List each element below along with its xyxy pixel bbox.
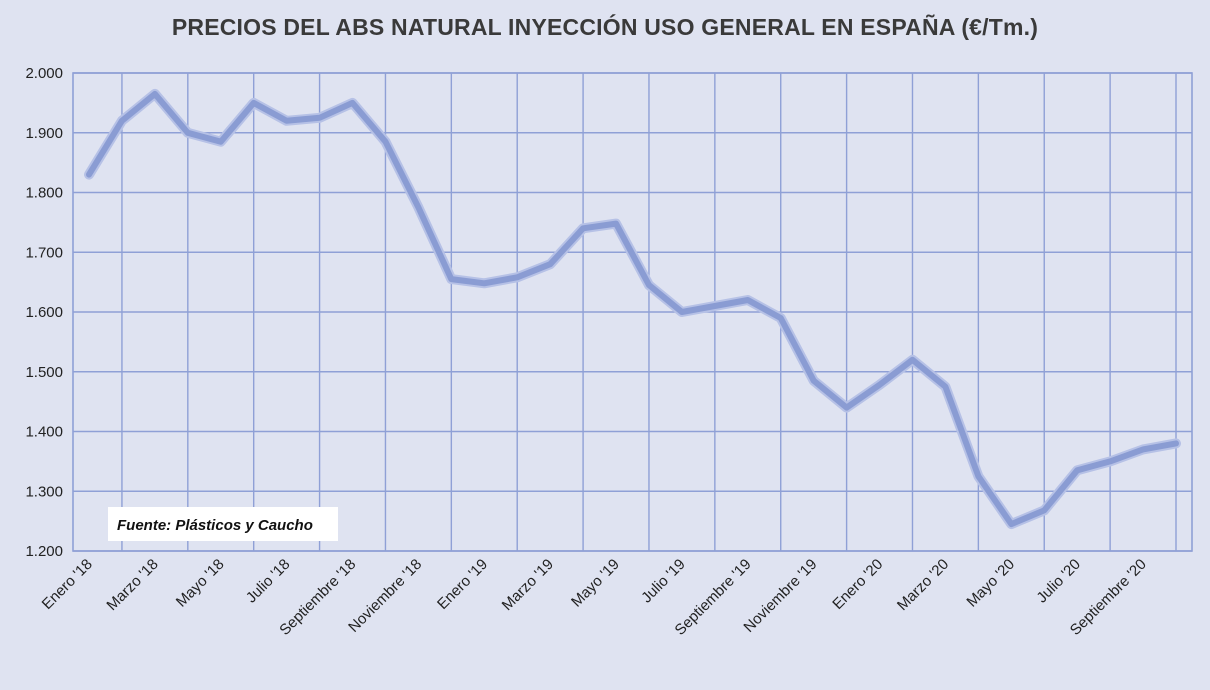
y-tick-label: 1.400 [25, 424, 63, 441]
plot-border [72, 72, 1193, 552]
x-tick-label: Mayo '19 [568, 556, 623, 611]
x-tick-label: Enero '19 [434, 556, 491, 613]
x-tick-label: Mayo '18 [173, 556, 228, 611]
y-tick-label: 1.300 [25, 483, 63, 500]
y-tick-label: 1.600 [25, 304, 63, 321]
y-tick-label: 1.200 [25, 543, 63, 560]
x-tick-label: Julio '20 [1033, 556, 1084, 607]
series-line [86, 90, 1179, 528]
source-note-box [108, 507, 338, 541]
chart-title: PRECIOS DEL ABS NATURAL INYECCIÓN USO GE… [171, 14, 1039, 40]
y-tick-label: 1.500 [25, 364, 63, 381]
y-tick-label: 2.000 [25, 65, 63, 82]
x-tick-label: Enero '20 [829, 556, 886, 613]
x-tick-label: Marzo '19 [499, 556, 557, 614]
x-tick-label: Marzo '20 [894, 556, 952, 614]
x-tick-label: Julio '19 [638, 556, 689, 607]
x-tick-label: Julio '18 [243, 556, 294, 607]
y-tick-label: 1.900 [25, 125, 63, 142]
x-tick-label: Enero '18 [39, 556, 96, 613]
y-tick-label: 1.700 [25, 244, 63, 261]
x-tick-label: Mayo '20 [963, 556, 1018, 611]
y-tick-label: 1.800 [25, 185, 63, 202]
x-tick-label: Marzo '18 [103, 556, 161, 614]
source-note: Fuente: Plásticos y Caucho [117, 517, 313, 534]
